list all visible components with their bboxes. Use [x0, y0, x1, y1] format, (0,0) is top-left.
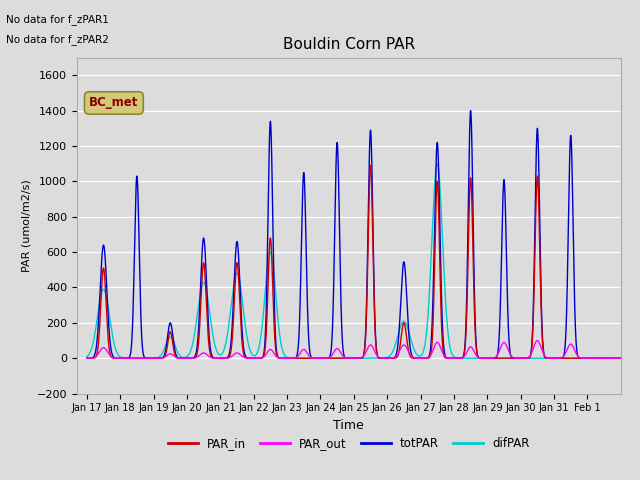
Text: No data for f_zPAR2: No data for f_zPAR2	[6, 34, 109, 45]
Title: Bouldin Corn PAR: Bouldin Corn PAR	[283, 37, 415, 52]
X-axis label: Time: Time	[333, 419, 364, 432]
Text: No data for f_zPAR1: No data for f_zPAR1	[6, 14, 109, 25]
Legend: PAR_in, PAR_out, totPAR, difPAR: PAR_in, PAR_out, totPAR, difPAR	[163, 432, 534, 455]
Y-axis label: PAR (umol/m2/s): PAR (umol/m2/s)	[21, 179, 31, 272]
Text: BC_met: BC_met	[89, 96, 138, 109]
